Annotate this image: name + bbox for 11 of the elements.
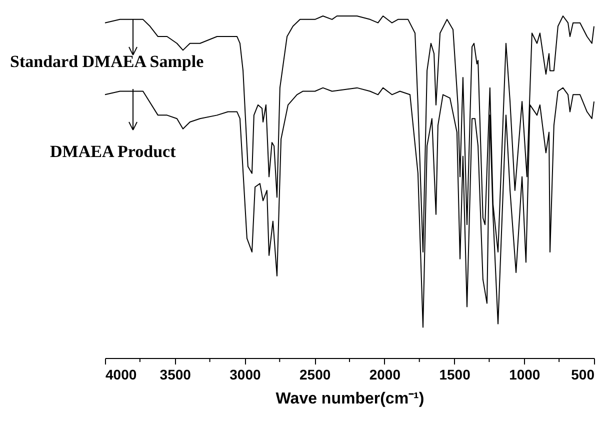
x-tick-label: 2500 (299, 366, 331, 382)
x-axis-title: Wave number(cm⁻¹) (276, 390, 424, 408)
x-tick-label: 1000 (509, 366, 540, 382)
x-tick-label: 4000 (106, 366, 137, 382)
x-tick-label: 3500 (160, 366, 192, 382)
x-tick-label: 2000 (369, 366, 401, 382)
x-tick-label: 3000 (230, 366, 261, 382)
legend-label: DMAEA Product (50, 142, 176, 161)
x-tick-label: 1500 (439, 366, 471, 382)
legend-label: Standard DMAEA Sample (10, 52, 204, 71)
x-tick-label: 500 (571, 366, 595, 382)
